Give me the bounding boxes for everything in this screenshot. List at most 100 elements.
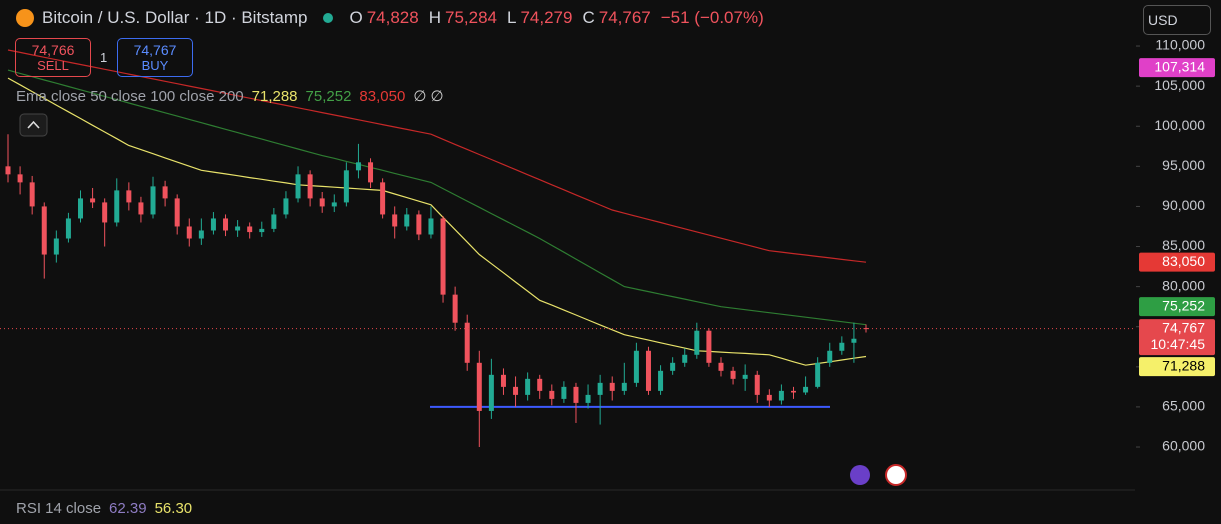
candle-body [452,294,458,323]
ema-line [7,69,867,326]
quantity: 1 [100,50,107,65]
price-tag [1139,58,1215,78]
price-tag [1139,297,1215,317]
price-tag-label: 83,050 [1162,253,1205,269]
candle-body [537,378,543,391]
indicator-icons: ∅ ∅ [413,88,444,105]
sell-label: SELL [37,57,69,73]
coin-icon [16,9,34,27]
event-icon[interactable] [850,465,870,485]
candle-body [621,382,627,391]
candle-body [476,362,482,411]
ohlc-label: O [349,8,363,27]
candle-body [235,226,241,231]
ohlc-label: H [428,8,441,27]
candle-body [404,214,410,227]
candle-body [839,342,845,351]
candle-body [102,202,108,223]
collapse-button[interactable] [19,113,48,137]
candle-body [428,218,434,235]
candle-body [198,230,204,239]
price-tag-label: 107,314 [1154,58,1205,74]
candle-body [766,394,772,401]
sell-button[interactable]: 74,766 SELL [15,38,91,77]
candle-body [549,390,555,399]
candle-body [174,198,180,227]
candle-body [368,162,374,183]
candle-body [138,202,144,215]
collapse-icon [27,120,40,129]
candle-body [114,190,120,223]
candle-body [803,386,809,393]
candle-body [78,198,84,219]
indicator-name[interactable]: Ema close 50 close 100 close 200 [16,87,244,105]
candle-body [150,186,156,215]
candle-body [90,198,96,203]
candle-body [41,206,47,255]
price-tag-label: 74,767 [1162,319,1205,335]
ohlc-value: 74,767 [598,8,651,27]
candle-body [223,218,229,231]
candle-body [827,350,833,363]
symbol[interactable]: Bitcoin / U.S. Dollar · 1D · Bitstamp [42,8,308,27]
candle-body [658,370,664,391]
candle-body [682,354,688,363]
candle-body [210,218,216,231]
candle-body [355,162,361,171]
buy-label: BUY [141,57,169,73]
candle-body [126,190,132,203]
price-tag-label: 75,252 [1162,297,1205,313]
candle-body [754,374,760,395]
rsi-name[interactable]: RSI 14 close [16,500,102,517]
candle-body [718,362,724,371]
y-tick-label: 110,000 [1155,37,1205,53]
candle-body [561,386,567,399]
y-tick-label: 85,000 [1162,237,1205,253]
candle-body [464,322,470,363]
currency-button[interactable]: USD [1143,5,1211,35]
candle-body [307,174,313,199]
candle-body [500,374,506,387]
ema-line [7,49,867,263]
candle-body [730,370,736,379]
buy-button[interactable]: 74,767 BUY [117,38,193,77]
ohlc-value: 74,828 [366,8,419,27]
candle-body [17,174,23,183]
flag-icon[interactable] [885,464,907,486]
price-tag [1139,252,1215,272]
candle-body [162,186,168,199]
candle-body [271,214,277,229]
candle-body [585,394,591,403]
y-tick-label: 90,000 [1162,197,1205,213]
rsi-legend: RSI 14 close 62.39 56.30 [16,500,192,517]
y-tick-label: 60,000 [1162,438,1205,454]
candle-body [247,226,253,233]
indicator-value: 75,252 [305,87,352,105]
sell-price: 74,766 [31,41,75,58]
indicator-legend: Ema close 50 close 100 close 200 71,288 … [16,87,444,106]
candle-body [573,386,579,403]
rsi-value: 56.30 [154,500,193,517]
candle-body [416,214,422,235]
indicator-value: 71,288 [251,87,298,105]
candle-body [283,198,289,215]
candle-body [488,374,494,411]
candle-body [778,390,784,401]
change: −51 (−0.07%) [660,8,764,27]
candle-body [633,350,639,383]
ohlc-value: 74,279 [520,8,573,27]
candle-body [5,166,11,175]
candle-body [295,174,301,199]
currency: USD [1148,12,1178,28]
candle-body [392,214,398,227]
candle-body [694,330,700,355]
candle-body [742,374,748,379]
candle-body [525,378,531,395]
candle-body [440,218,446,295]
candle-body [331,202,337,207]
y-tick-label: 95,000 [1162,157,1205,173]
candle-body [815,362,821,387]
